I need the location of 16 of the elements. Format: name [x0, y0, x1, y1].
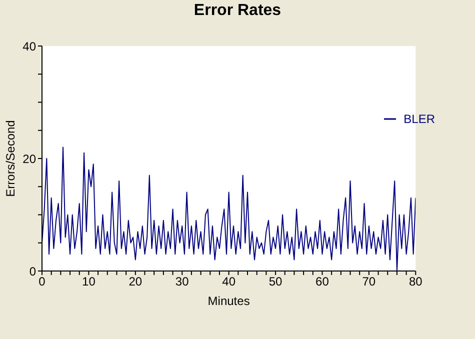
- y-axis-title: Errors/Second: [3, 120, 18, 197]
- y-tick-label: 0: [29, 264, 36, 278]
- x-tick-label: 70: [362, 274, 376, 289]
- x-tick-label: 50: [268, 274, 283, 289]
- legend-label: BLER: [404, 112, 435, 126]
- x-tick-label: 10: [82, 274, 96, 289]
- x-tick-label: 0: [38, 274, 46, 289]
- chart-title: Error Rates: [192, 2, 282, 20]
- x-tick-label: 40: [222, 274, 236, 289]
- x-axis-title: Minutes: [208, 294, 250, 308]
- x-tick-label: 60: [316, 274, 330, 289]
- x-tick-label: 30: [175, 274, 190, 289]
- y-tick-label: 20: [22, 152, 36, 166]
- x-tick-label: 20: [128, 274, 142, 289]
- x-tick-label: 80: [408, 274, 423, 289]
- y-tick-label: 40: [22, 39, 36, 54]
